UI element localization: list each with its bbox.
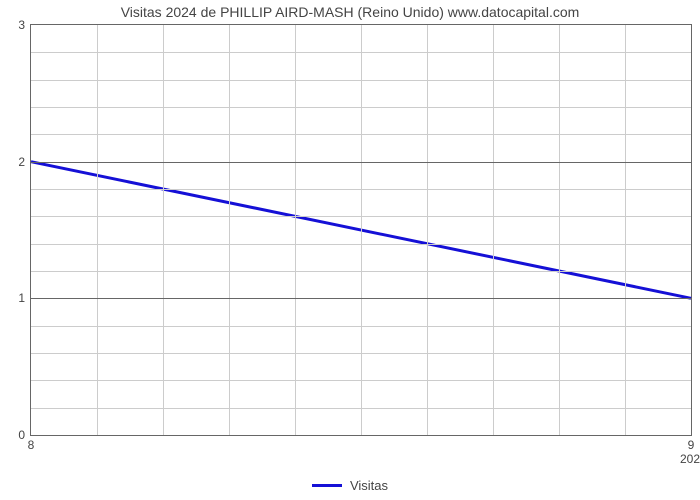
chart-container: Visitas 2024 de PHILLIP AIRD-MASH (Reino…: [0, 0, 700, 500]
gridline-horizontal: [31, 244, 691, 245]
legend-swatch: [312, 484, 342, 487]
y-tick-label: 1: [18, 291, 25, 305]
y-tick-label: 3: [18, 18, 25, 32]
gridline-horizontal: [31, 107, 691, 108]
x-right-annotation: 202: [680, 452, 700, 466]
gridline-vertical: [295, 25, 296, 435]
x-tick-label: 9: [688, 438, 695, 452]
gridline-vertical: [559, 25, 560, 435]
gridline-horizontal: [31, 408, 691, 409]
gridline-horizontal: [31, 80, 691, 81]
gridline-vertical: [493, 25, 494, 435]
gridline-vertical: [163, 25, 164, 435]
gridline-horizontal: [31, 353, 691, 354]
chart-title: Visitas 2024 de PHILLIP AIRD-MASH (Reino…: [0, 4, 700, 20]
gridline-horizontal: [31, 326, 691, 327]
x-tick-label: 8: [28, 438, 35, 452]
gridline-horizontal: [31, 271, 691, 272]
gridline-horizontal: [31, 162, 691, 163]
gridline-horizontal: [31, 189, 691, 190]
gridline-horizontal: [31, 380, 691, 381]
gridline-horizontal: [31, 216, 691, 217]
gridline-vertical: [625, 25, 626, 435]
gridline-vertical: [427, 25, 428, 435]
gridline-vertical: [361, 25, 362, 435]
y-tick-label: 2: [18, 155, 25, 169]
gridline-horizontal: [31, 52, 691, 53]
plot-area: 012389: [30, 24, 692, 436]
gridline-horizontal: [31, 298, 691, 299]
gridline-vertical: [229, 25, 230, 435]
gridline-vertical: [97, 25, 98, 435]
y-tick-label: 0: [18, 428, 25, 442]
legend: Visitas: [0, 478, 700, 493]
gridline-horizontal: [31, 134, 691, 135]
legend-label: Visitas: [350, 478, 388, 493]
